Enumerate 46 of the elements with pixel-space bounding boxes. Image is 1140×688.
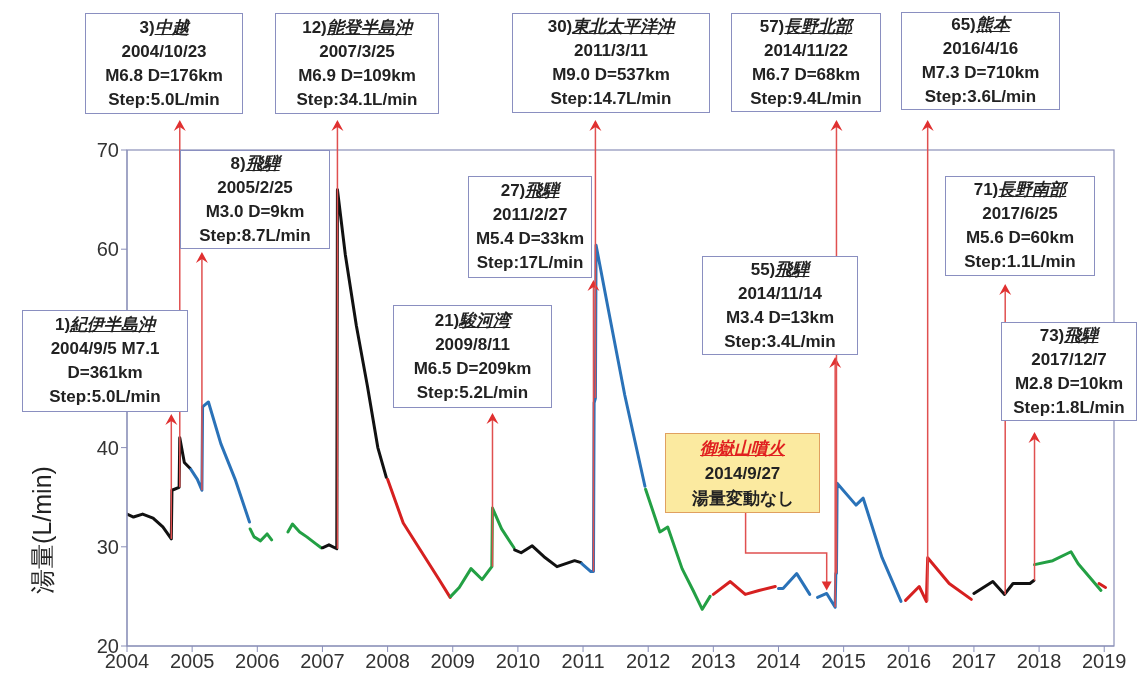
annotation: 1)紀伊半島沖 2004/9/5 M7.1 D=361km Step:5.0L/min (49, 315, 161, 408)
callout-box: 12)能登半島沖 2007/3/25 M6.9 D=109km Step:34.1L/min (275, 13, 439, 114)
x-tick-label: 2006 (235, 650, 280, 673)
annotation: 3)中越 2004/10/23 M6.8 D=176km Step:5.0L/min (105, 17, 223, 111)
x-tick-label: 2012 (625, 650, 671, 673)
annotation: 71)長野南部 2017/6/25 M5.6 D=60km Step:1.1L/min (964, 180, 1076, 273)
x-tick-label: 2016 (886, 650, 932, 673)
callout-box: 8)飛騨 2005/2/25 M3.0 D=9km Step:8.7L/min (180, 150, 330, 249)
callout-box: 65)熊本 2016/4/16 M7.3 D=710km Step:3.6L/min (901, 12, 1060, 110)
x-tick-label: 2007 (300, 650, 345, 673)
x-tick-label: 2019 (1081, 650, 1127, 673)
y-tick-label: 60 (96, 238, 119, 261)
x-tick-label: 2005 (169, 650, 215, 673)
callout-box: 21)駿河湾 2009/8/11 M6.5 D=209km Step:5.2L/min (393, 305, 552, 408)
callout-box: 30)東北太平洋沖 2011/3/11 M9.0 D=537km Step:14.7L/min (512, 13, 710, 113)
y-tick-label: 40 (96, 436, 119, 459)
annotation: 御嶽山噴火 2014/9/27 湯量変動なし (691, 438, 794, 510)
x-tick-label: 2014 (756, 650, 801, 673)
x-tick-label: 2015 (821, 650, 866, 673)
callout-box: 55)飛騨 2014/11/14 M3.4 D=13km Step:3.4L/min (702, 256, 858, 355)
annotation: 21)駿河湾 2009/8/11 M6.5 D=209km Step:5.2L/min (413, 310, 532, 404)
callout-box: 御嶽山噴火 2014/9/27 湯量変動なし (665, 433, 820, 513)
x-tick-label: 2010 (495, 650, 541, 673)
x-tick-label: 2011 (561, 650, 605, 673)
y-tick-label: 30 (96, 535, 119, 558)
callout-box: 27)飛騨 2011/2/27 M5.4 D=33km Step:17L/min (468, 176, 592, 278)
x-tick-label: 2017 (951, 650, 997, 673)
annotation: 12)能登半島沖 2007/3/25 M6.9 D=109km Step:34.1L/min (296, 17, 418, 111)
annotation: 55)飛騨 2014/11/14 M3.4 D=13km Step:3.4L/min (724, 259, 836, 353)
callout-box: 57)長野北部 2014/11/22 M6.7 D=68km Step:9.4L/min (731, 13, 881, 112)
annotation: 65)熊本 2016/4/16 M7.3 D=710km Step:3.6L/min (921, 15, 1040, 108)
x-tick-label: 2013 (691, 650, 736, 673)
y-axis-title: 湯量(L/min) (27, 466, 56, 594)
callout-box: 3)中越 2004/10/23 M6.8 D=176km Step:5.0L/min (85, 13, 243, 114)
x-tick-label: 2018 (1016, 650, 1062, 673)
x-tick-label: 2008 (365, 650, 410, 673)
callout-box: 73)飛騨 2017/12/7 M2.8 D=10km Step:1.8L/min (1001, 322, 1137, 421)
annotation: 73)飛騨 2017/12/7 M2.8 D=10km Step:1.8L/min (1013, 325, 1125, 419)
callout-box: 71)長野南部 2017/6/25 M5.6 D=60km Step:1.1L/min (945, 176, 1095, 276)
callout-box: 1)紀伊半島沖 2004/9/5 M7.1 D=361km Step:5.0L/min (22, 310, 188, 412)
y-tick-label: 70 (96, 139, 119, 162)
annotation: 57)長野北部 2014/11/22 M6.7 D=68km Step:9.4L/min (750, 16, 862, 110)
annotation: 8)飛騨 2005/2/25 M3.0 D=9km Step:8.7L/min (199, 153, 311, 247)
annotation: 27)飛騨 2011/2/27 M5.4 D=33km Step:17L/min (475, 181, 585, 274)
x-tick-label: 2009 (430, 650, 475, 673)
annotation: 30)東北太平洋沖 2011/3/11 M9.0 D=537km Step:14.7L/min (547, 17, 675, 110)
